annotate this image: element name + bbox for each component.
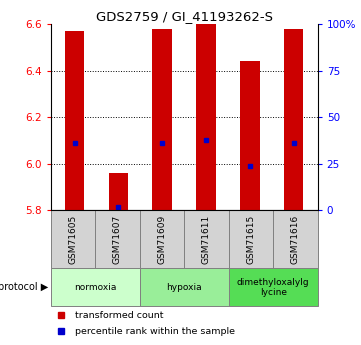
Bar	[140, 210, 184, 268]
Bar	[196, 24, 216, 210]
Bar	[184, 210, 229, 268]
Text: GSM71611: GSM71611	[202, 215, 211, 264]
Text: normoxia: normoxia	[74, 283, 116, 292]
Bar	[273, 210, 318, 268]
Text: protocol ▶: protocol ▶	[0, 282, 48, 292]
Text: GSM71615: GSM71615	[247, 215, 255, 264]
Bar	[109, 173, 128, 210]
Text: GSM71616: GSM71616	[291, 215, 300, 264]
Bar	[51, 210, 95, 268]
Bar	[284, 29, 304, 210]
Text: GSM71605: GSM71605	[68, 215, 77, 264]
Title: GDS2759 / GI_41193262-S: GDS2759 / GI_41193262-S	[96, 10, 273, 23]
Bar	[51, 268, 140, 306]
Text: GSM71607: GSM71607	[113, 215, 122, 264]
Bar	[65, 31, 84, 210]
Bar	[240, 61, 260, 210]
Bar	[95, 210, 140, 268]
Text: percentile rank within the sample: percentile rank within the sample	[75, 327, 235, 336]
Text: transformed count: transformed count	[75, 310, 163, 319]
Bar	[140, 268, 229, 306]
Text: hypoxia: hypoxia	[166, 283, 202, 292]
Bar	[152, 29, 172, 210]
Text: dimethyloxalylg
lycine: dimethyloxalylg lycine	[237, 277, 309, 297]
Bar	[229, 210, 273, 268]
Text: GSM71609: GSM71609	[157, 215, 166, 264]
Bar	[229, 268, 318, 306]
